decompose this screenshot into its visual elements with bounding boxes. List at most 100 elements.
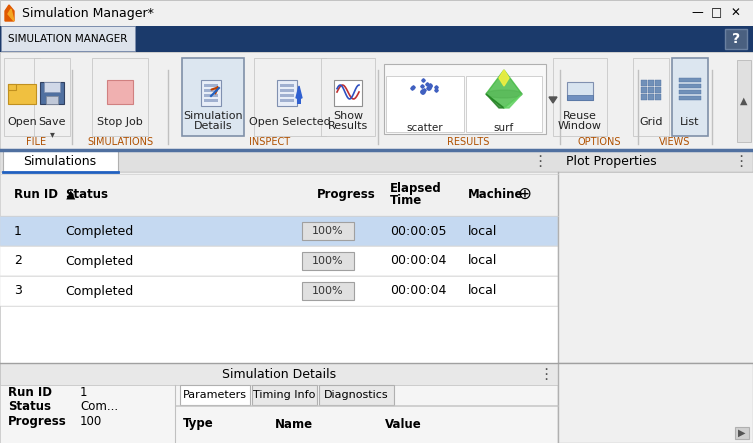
Polygon shape <box>296 86 302 98</box>
Text: Machine: Machine <box>468 187 523 201</box>
Bar <box>553 58 607 136</box>
Text: —: — <box>691 7 703 19</box>
Text: Name: Name <box>275 417 313 431</box>
Bar <box>735 427 749 439</box>
Text: local: local <box>468 284 498 298</box>
Text: 100: 100 <box>80 415 102 428</box>
Text: 1: 1 <box>80 386 87 399</box>
Text: Progress: Progress <box>8 415 67 428</box>
Text: ▶: ▶ <box>738 428 745 438</box>
Text: Simulation: Simulation <box>183 111 242 121</box>
Bar <box>107 80 133 104</box>
Bar <box>277 80 297 106</box>
Polygon shape <box>549 97 557 103</box>
Text: Stop Job: Stop Job <box>97 117 143 127</box>
Text: Grid: Grid <box>639 117 663 127</box>
Bar <box>1 26 135 51</box>
Bar <box>679 78 701 82</box>
Text: 100%: 100% <box>312 286 344 296</box>
Text: local: local <box>468 225 498 237</box>
Text: surf: surf <box>494 123 514 133</box>
Text: Completed: Completed <box>65 254 133 268</box>
Polygon shape <box>8 9 14 21</box>
Bar <box>180 385 250 405</box>
Bar <box>34 58 70 136</box>
Text: FILE: FILE <box>26 137 46 147</box>
Bar <box>204 94 218 97</box>
Bar <box>8 84 16 90</box>
Bar <box>633 58 669 136</box>
Polygon shape <box>486 94 504 108</box>
Bar <box>0 363 558 385</box>
Bar <box>567 95 593 100</box>
Bar <box>386 76 464 132</box>
Text: Details: Details <box>194 121 233 131</box>
Bar <box>641 80 647 86</box>
Bar <box>0 246 558 276</box>
Bar <box>558 172 753 363</box>
Bar <box>0 172 558 363</box>
Ellipse shape <box>486 90 522 98</box>
Text: VIEWS: VIEWS <box>660 137 691 147</box>
Text: 1: 1 <box>14 225 22 237</box>
Bar <box>655 87 661 93</box>
Text: Value: Value <box>385 417 422 431</box>
Text: scatter: scatter <box>407 123 444 133</box>
Bar <box>655 94 661 100</box>
Text: ⋮: ⋮ <box>733 154 748 168</box>
Bar <box>466 76 542 132</box>
Text: Window: Window <box>558 121 602 131</box>
Bar <box>254 58 326 136</box>
Bar <box>0 276 558 306</box>
Text: Simulation Manager*: Simulation Manager* <box>22 7 154 19</box>
Text: 100%: 100% <box>312 226 344 236</box>
Text: Results: Results <box>328 121 368 131</box>
Text: ⋮: ⋮ <box>538 366 553 381</box>
Text: Plot Properties: Plot Properties <box>566 155 657 167</box>
Bar <box>567 82 593 100</box>
Text: Open Selected: Open Selected <box>249 117 331 127</box>
Text: Progress: Progress <box>317 187 376 201</box>
Polygon shape <box>486 70 522 108</box>
Bar <box>204 89 218 92</box>
Bar <box>648 87 654 93</box>
Bar <box>280 89 294 92</box>
Text: Type: Type <box>183 417 214 431</box>
Bar <box>648 80 654 86</box>
Text: 00:00:04: 00:00:04 <box>390 254 447 268</box>
Bar <box>204 84 218 87</box>
Text: Open: Open <box>7 117 37 127</box>
Text: Time: Time <box>390 194 422 206</box>
Text: Completed: Completed <box>65 284 133 298</box>
Text: INSPECT: INSPECT <box>249 137 291 147</box>
Text: Diagnostics: Diagnostics <box>325 390 389 400</box>
Bar <box>252 385 317 405</box>
Bar <box>737 60 751 142</box>
Text: ?: ? <box>732 32 740 46</box>
Text: Save: Save <box>38 117 66 127</box>
Bar <box>280 99 294 102</box>
Text: 3: 3 <box>14 284 22 298</box>
Text: 100%: 100% <box>312 256 344 266</box>
Bar <box>302 222 354 240</box>
Bar <box>321 58 375 136</box>
Bar <box>672 58 708 136</box>
Bar <box>204 99 218 102</box>
Bar <box>679 96 701 100</box>
Bar <box>280 84 294 87</box>
Bar <box>302 282 354 300</box>
Text: Elapsed: Elapsed <box>390 182 442 194</box>
Bar <box>92 58 148 136</box>
Text: Status: Status <box>65 187 108 201</box>
Bar <box>302 252 354 270</box>
Text: Simulation Details: Simulation Details <box>222 368 336 381</box>
Text: SIMULATIONS: SIMULATIONS <box>87 137 153 147</box>
Bar <box>280 94 294 97</box>
Bar <box>641 94 647 100</box>
Text: Status: Status <box>8 400 51 413</box>
Bar <box>725 29 747 49</box>
Text: local: local <box>468 254 498 268</box>
Polygon shape <box>5 5 14 21</box>
Bar <box>40 82 64 104</box>
Bar <box>679 90 701 94</box>
